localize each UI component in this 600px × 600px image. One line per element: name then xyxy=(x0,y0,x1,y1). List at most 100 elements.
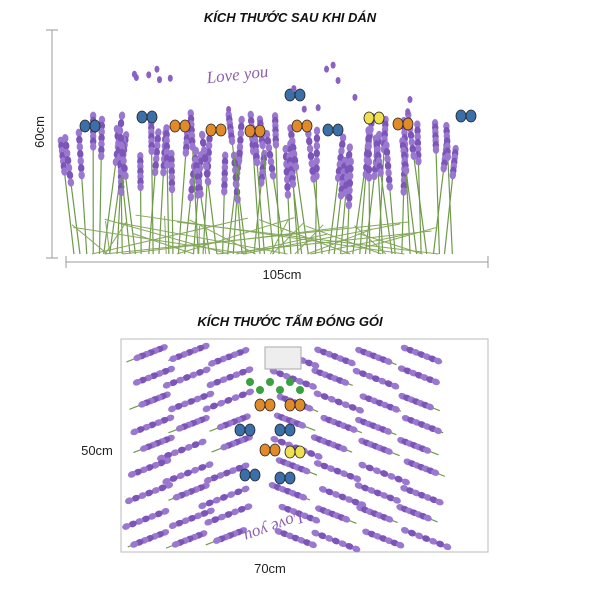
height-dimension xyxy=(46,29,58,259)
flower xyxy=(187,192,195,202)
flower xyxy=(410,151,417,161)
flower xyxy=(347,164,354,174)
flower xyxy=(145,489,154,497)
flower xyxy=(232,371,241,379)
flower xyxy=(241,462,250,470)
sheet-width-label: 70cm xyxy=(254,561,286,576)
flower xyxy=(394,475,403,483)
flower xyxy=(305,404,314,412)
leaf xyxy=(198,226,201,255)
flower xyxy=(189,142,196,151)
sheet-height-label: 50cm xyxy=(81,443,113,458)
flower xyxy=(433,427,442,435)
flower xyxy=(62,134,69,143)
flower xyxy=(119,148,126,158)
flower xyxy=(414,132,421,141)
flower xyxy=(247,110,254,120)
butterfly-wing xyxy=(332,123,344,137)
flower xyxy=(157,454,166,462)
butterfly-wing xyxy=(322,123,334,137)
flower xyxy=(346,179,354,188)
flower xyxy=(265,143,273,153)
flower xyxy=(245,388,255,396)
flower xyxy=(152,161,159,170)
flower xyxy=(130,428,139,436)
petal xyxy=(405,108,411,116)
flower xyxy=(151,487,160,494)
butterfly-wing xyxy=(244,423,256,437)
flower xyxy=(337,191,345,200)
flower xyxy=(320,393,329,400)
flower xyxy=(440,164,447,173)
leaf xyxy=(189,219,256,255)
flower xyxy=(199,393,208,400)
flower xyxy=(169,379,178,387)
flower xyxy=(76,135,83,145)
flower xyxy=(190,466,200,474)
flower xyxy=(313,126,321,136)
flower xyxy=(193,395,202,403)
flower xyxy=(153,154,160,164)
flower xyxy=(168,173,176,182)
flower xyxy=(217,399,226,407)
flower xyxy=(391,405,400,413)
flower xyxy=(384,154,391,164)
flower xyxy=(237,136,244,145)
flower xyxy=(311,516,321,524)
leaf xyxy=(164,215,167,255)
flower xyxy=(306,144,314,153)
flower xyxy=(138,400,147,408)
flower xyxy=(345,200,353,210)
flower xyxy=(311,529,320,537)
flower xyxy=(277,438,286,446)
gem xyxy=(296,386,304,394)
flower xyxy=(351,498,360,506)
flower xyxy=(153,148,160,157)
leaf xyxy=(236,233,327,255)
flower xyxy=(206,381,215,389)
flower xyxy=(171,540,180,548)
flower xyxy=(182,374,191,381)
flower xyxy=(365,134,372,143)
width-label: 105cm xyxy=(262,267,301,282)
petal xyxy=(352,93,358,101)
flower xyxy=(423,514,432,522)
flower xyxy=(204,177,212,186)
flower xyxy=(137,182,144,192)
flower xyxy=(131,494,140,502)
flower xyxy=(237,129,244,138)
flower xyxy=(432,145,440,154)
flower xyxy=(216,423,226,431)
flower xyxy=(346,193,353,202)
gem xyxy=(266,378,274,386)
butterfly-wing xyxy=(373,111,385,125)
flower xyxy=(163,130,170,139)
flower xyxy=(325,535,334,542)
flower xyxy=(210,474,219,482)
flower xyxy=(449,171,457,180)
flower xyxy=(117,119,125,128)
flower xyxy=(175,519,184,527)
petal xyxy=(335,77,341,85)
butterfly-wing xyxy=(301,119,313,133)
flower xyxy=(175,424,185,432)
flower xyxy=(380,470,389,477)
flower xyxy=(331,491,341,498)
flower xyxy=(414,120,421,129)
flower xyxy=(98,145,105,155)
flower xyxy=(365,173,373,182)
sheet-lavender xyxy=(122,342,452,553)
flower xyxy=(98,151,105,161)
flower xyxy=(121,163,128,173)
flower xyxy=(383,147,391,157)
flower xyxy=(78,170,85,180)
gem xyxy=(246,378,254,386)
flower xyxy=(184,443,193,451)
flower xyxy=(353,475,362,483)
flower xyxy=(443,543,452,551)
flower xyxy=(200,146,208,155)
flower xyxy=(203,476,213,484)
flower xyxy=(158,484,167,492)
gem xyxy=(286,378,294,386)
flower xyxy=(168,184,176,194)
